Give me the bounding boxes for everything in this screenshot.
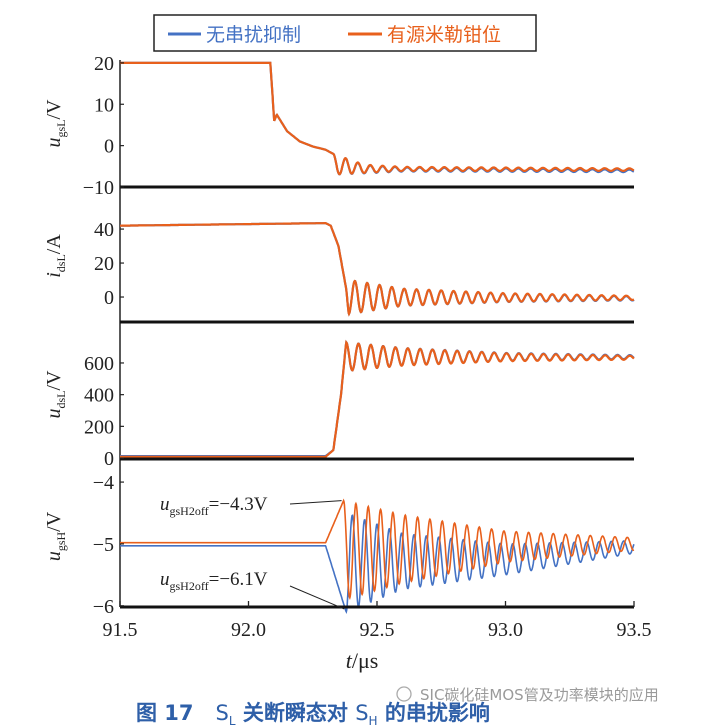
y-tick-label: −4 xyxy=(93,472,114,494)
legend-label-no-suppression: 无串扰抑制 xyxy=(206,24,301,46)
caption-s1-sub: L xyxy=(229,714,236,728)
panel-2-y-label: idsL/A xyxy=(43,234,68,278)
y-tick-label: 0 xyxy=(104,136,114,158)
x-tick-label: 92.0 xyxy=(231,619,266,641)
wechat-icon xyxy=(396,686,412,702)
panel-1-y-label: ugsL/V xyxy=(43,99,68,148)
y-label-unit: /V xyxy=(43,511,65,532)
y-label-var: u xyxy=(43,138,65,148)
y-tick-label: 20 xyxy=(94,253,114,275)
x-label-var: t xyxy=(346,648,353,673)
y-label-sub: dsL xyxy=(54,254,68,272)
caption-mid: 关断瞬态对 xyxy=(236,701,356,725)
x-label-unit: /μs xyxy=(352,648,378,673)
series-miller-clamp-panel-3 xyxy=(120,339,635,458)
y-tick-label: 600 xyxy=(84,353,114,375)
svg-text:t/μs: t/μs xyxy=(346,648,379,673)
caption: 图 17 SL 关断瞬态对 SH 的串扰影响 xyxy=(136,701,490,728)
caption-fig: 图 17 xyxy=(136,701,194,725)
y-tick-label: 200 xyxy=(84,416,114,438)
y-tick-label: 0 xyxy=(104,448,114,470)
annotation-leader-line xyxy=(289,585,345,610)
y-label-sub: dsL xyxy=(54,391,68,409)
x-axis-label: t/μs xyxy=(346,648,379,673)
caption-end: 的串扰影响 xyxy=(378,701,490,725)
y-tick-label: 10 xyxy=(94,94,114,116)
annotation-no-suppression: ugsH2off=−6.1V xyxy=(160,569,268,593)
y-tick-label: 0 xyxy=(104,287,114,309)
series-no-suppression-panel-1 xyxy=(120,61,635,176)
y-label-var: i xyxy=(43,272,65,278)
y-label-sub: gsL xyxy=(54,120,68,138)
caption-s2-sub: H xyxy=(369,714,378,728)
y-label-sub: gsH xyxy=(54,532,68,552)
caption-s1: S xyxy=(216,701,229,725)
caption-s2: S xyxy=(355,701,368,725)
annotation-value: =−4.3V xyxy=(209,494,268,515)
y-tick-label: −6 xyxy=(93,596,114,618)
y-tick-label: 40 xyxy=(94,219,114,241)
legend-label-miller-clamp: 有源米勒钳位 xyxy=(387,24,501,46)
y-label-unit: /V xyxy=(43,370,65,391)
annotation-var: u xyxy=(160,569,170,590)
watermark: SIC碳化硅MOS管及功率模块的应用 xyxy=(396,686,659,704)
x-tick-label: 91.5 xyxy=(103,619,138,641)
series-miller-clamp-panel-4 xyxy=(120,498,635,600)
watermark-text: SIC碳化硅MOS管及功率模块的应用 xyxy=(420,686,659,704)
annotation-var: u xyxy=(160,494,170,515)
annotation-miller-clamp: ugsH2off=−4.3V xyxy=(160,494,268,518)
series-miller-clamp-panel-1 xyxy=(120,61,635,176)
x-tick-label: 93.5 xyxy=(617,619,652,641)
annotation-sub: gsH2off xyxy=(170,504,209,518)
x-tick-label: 93.0 xyxy=(488,619,523,641)
annotation-leader-line xyxy=(289,500,342,505)
legend: 无串扰抑制 有源米勒钳位 xyxy=(153,14,537,52)
y-label-unit: /A xyxy=(43,234,65,255)
panel-4-y-label: ugsH/V xyxy=(43,511,68,561)
annotation-sub: gsH2off xyxy=(170,579,209,593)
series-miller-clamp-panel-2 xyxy=(120,222,635,317)
y-label-var: u xyxy=(43,409,65,419)
y-label-unit: /V xyxy=(43,99,65,120)
panel-3-y-label: udsL/V xyxy=(43,370,68,419)
x-tick-label: 92.5 xyxy=(360,619,395,641)
y-tick-label: 400 xyxy=(84,385,114,407)
plot-area: 20100−10ugsL/V40200idsL/A6004002000udsL/… xyxy=(43,53,652,641)
y-tick-label: −5 xyxy=(93,534,114,556)
series-no-suppression-panel-4 xyxy=(120,514,635,614)
annotation-value: =−6.1V xyxy=(209,569,268,590)
y-label-var: u xyxy=(43,551,65,561)
series-no-suppression-panel-3 xyxy=(120,339,635,458)
y-tick-label: 20 xyxy=(94,53,114,75)
y-tick-label: −10 xyxy=(83,177,114,199)
